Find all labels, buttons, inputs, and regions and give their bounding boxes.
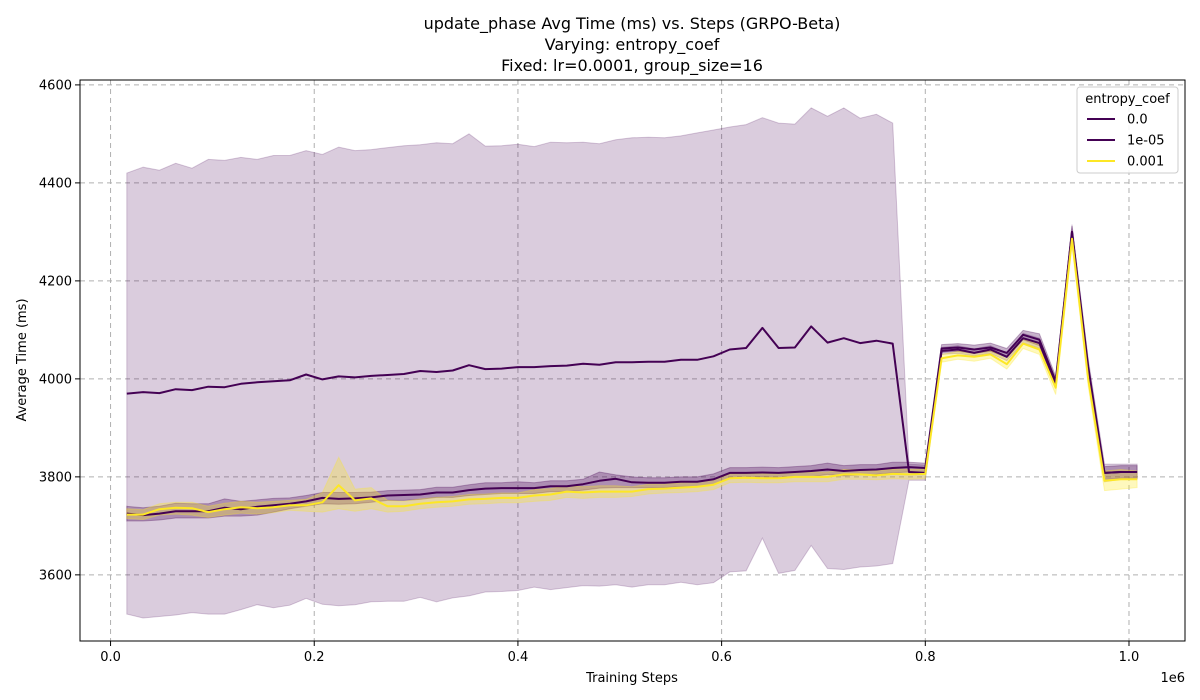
legend-label: 0.0 [1127,113,1148,128]
y-tick-label: 4000 [39,372,72,387]
y-tick-label: 3600 [39,568,72,583]
legend-box [1076,86,1179,174]
plot-area-frame [79,79,1186,642]
y-tick-label: 4400 [39,176,72,191]
x-tick-label: 0.6 [711,650,732,665]
x-tick-label: 0.8 [915,650,936,665]
band-series-2 [126,231,1138,521]
x-axis-offset-label: 1e6 [1160,671,1185,686]
series-lines [126,230,1138,517]
legend: entropy_coef 0.0 1e-05 0.001 [1076,86,1179,174]
x-tick-label: 0.0 [100,650,121,665]
chart-title-line-2: Varying: entropy_coef [545,35,720,55]
y-tick-label: 4200 [39,274,72,289]
x-axis-label: Training Steps [585,671,678,686]
line-series-0 [126,230,1138,474]
legend-label: 0.001 [1127,155,1164,170]
grid [80,80,1185,641]
chart-title-line-3: Fixed: lr=0.0001, group_size=16 [501,56,763,76]
x-tick-label: 1.0 [1119,650,1140,665]
legend-title: entropy_coef [1085,92,1170,107]
legend-items: 0.0 1e-05 0.001 [1087,113,1165,170]
x-axis-ticks: 0.0 0.2 0.4 0.6 0.8 1.0 [100,641,1139,665]
y-axis-label: Average Time (ms) [15,298,30,421]
chart-title: update_phase Avg Time (ms) vs. Steps (GR… [424,14,841,76]
line-series-2 [126,237,1138,516]
chart-title-line-1: update_phase Avg Time (ms) vs. Steps (GR… [424,14,841,34]
line-series-1 [126,230,1138,517]
y-axis-ticks: 3600 3800 4000 4200 4400 4600 [39,78,80,583]
y-tick-label: 4600 [39,78,72,93]
x-tick-label: 0.2 [304,650,325,665]
legend-label: 1e-05 [1127,134,1165,149]
x-tick-label: 0.4 [508,650,529,665]
y-tick-label: 3800 [39,470,72,485]
